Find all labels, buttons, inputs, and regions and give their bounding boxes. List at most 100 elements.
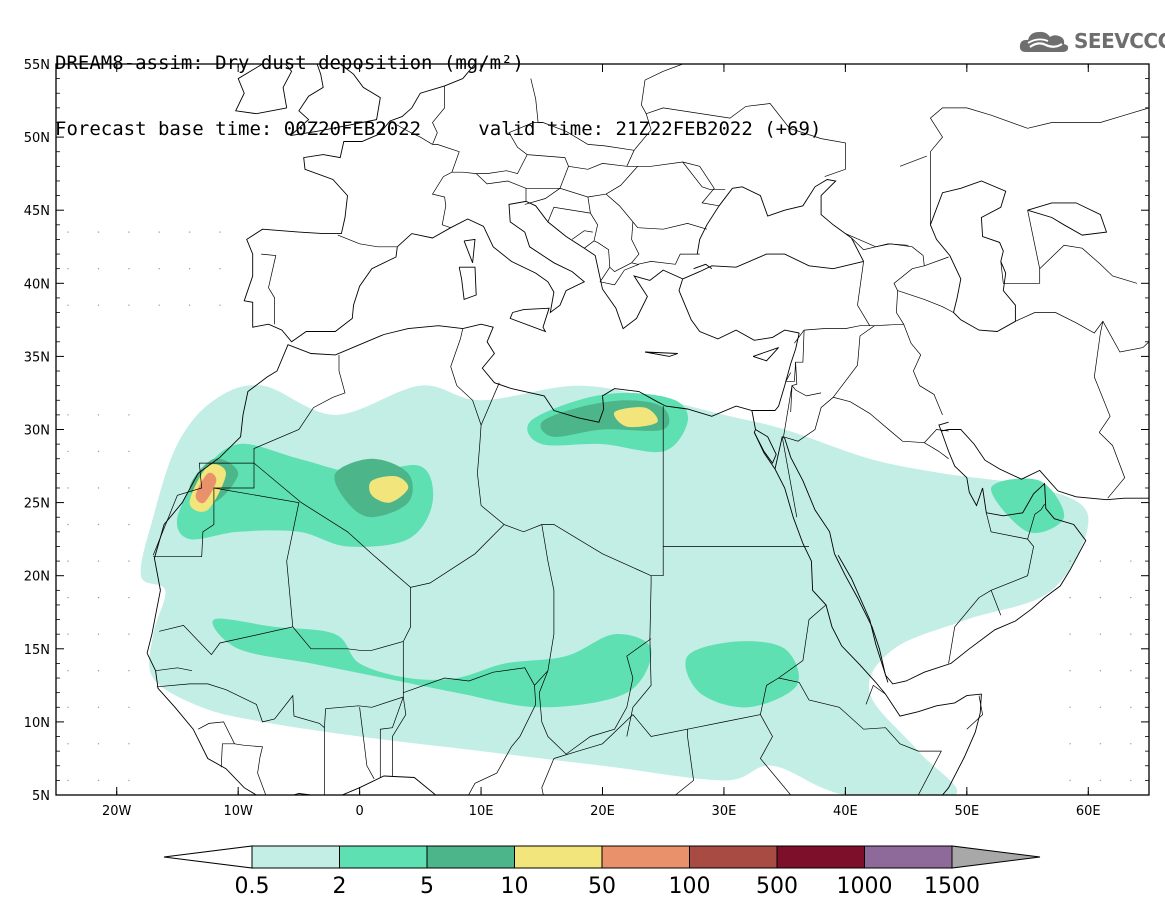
- grid-dot: [128, 523, 130, 526]
- grid-dot: [128, 268, 130, 270]
- deposition-area-0: [140, 385, 1089, 795]
- colorbar-label: 0.5: [235, 874, 270, 899]
- grid-dot: [97, 779, 100, 782]
- border-segment: [778, 677, 942, 795]
- grid-dot: [128, 779, 130, 782]
- grid-dot: [1130, 560, 1132, 562]
- grid-dot: [128, 596, 130, 599]
- border-segment: [541, 758, 555, 795]
- lon-tick-label: 30E: [712, 804, 737, 819]
- border-segment: [791, 330, 822, 397]
- grid-dot: [219, 231, 221, 233]
- border-segment: [159, 487, 300, 656]
- colorbar-label: 1500: [924, 874, 980, 899]
- border-segment: [785, 362, 796, 382]
- grid-dot: [1069, 779, 1071, 782]
- deposition-area-4: [685, 641, 799, 708]
- border-segment: [403, 667, 537, 795]
- coastline-segment: [290, 64, 324, 136]
- grid-dot: [1130, 706, 1132, 708]
- grid-dot: [128, 560, 130, 562]
- colorbar-label: 1000: [837, 874, 893, 899]
- coastline-segment: [678, 253, 864, 341]
- coastline-segment: [693, 263, 713, 270]
- border-segment: [379, 696, 404, 778]
- colorbar-label: 500: [756, 874, 798, 899]
- coastline-segment: [462, 64, 476, 79]
- grid-dot: [97, 304, 100, 306]
- coastline-segment: [1027, 202, 1108, 236]
- grid-dot: [97, 523, 100, 526]
- coastline-segment: [753, 429, 777, 465]
- base-time: Forecast base time: 00Z20FEB2022: [55, 118, 422, 140]
- grid-dot: [97, 414, 100, 416]
- border-segment: [389, 120, 433, 145]
- grid-dot: [67, 268, 69, 270]
- grid-dot: [158, 268, 160, 270]
- coastline-segment: [463, 238, 476, 263]
- coastline-segment: [696, 179, 864, 262]
- border-segment: [508, 122, 627, 170]
- coastline-segment: [243, 78, 683, 343]
- border-segment: [475, 166, 569, 189]
- grid-dot: [1099, 779, 1102, 782]
- grid-dot: [97, 743, 100, 745]
- grid-dot: [128, 670, 130, 672]
- border-segment: [587, 166, 638, 198]
- grid-dot: [128, 743, 130, 745]
- grid-dot: [128, 231, 130, 233]
- logo-text: SEEVCCC: [1074, 29, 1165, 53]
- border-segment: [530, 78, 635, 151]
- border-segment: [261, 253, 277, 325]
- grid-dot: [1130, 596, 1132, 599]
- colorbar-high-arrow: [951, 845, 1041, 869]
- colorbar-box: [776, 845, 865, 869]
- deposition-area-3: [212, 618, 652, 708]
- grid-dot: [219, 268, 221, 270]
- lat-tick-label: 25N: [24, 497, 50, 512]
- border-segment: [392, 696, 407, 776]
- grid-dot: [128, 706, 130, 708]
- border-segment: [359, 707, 375, 780]
- border-segment: [759, 714, 791, 795]
- coastline-segment: [235, 64, 293, 115]
- border-segment: [1093, 321, 1111, 433]
- deposition-area-12: [195, 472, 217, 504]
- coastline-segment: [751, 410, 982, 795]
- grid-dot: [219, 304, 221, 306]
- border-segment: [1039, 244, 1138, 284]
- grid-dot: [97, 268, 100, 270]
- grid-dot: [97, 231, 100, 233]
- border-segment: [538, 638, 652, 755]
- colorbar-label: 100: [669, 874, 711, 899]
- border-segment: [687, 604, 827, 730]
- coastline-segment: [146, 323, 800, 654]
- border-segment: [651, 546, 809, 577]
- border-segment: [524, 187, 598, 249]
- border-segment: [929, 107, 1149, 225]
- border-segment: [547, 206, 591, 223]
- border-segment: [893, 256, 949, 325]
- grid-dot: [1130, 743, 1132, 745]
- border-segment: [253, 354, 346, 464]
- colorbar-label: 50: [588, 874, 616, 899]
- border-segment: [781, 436, 798, 518]
- grid-dot: [97, 670, 100, 672]
- grid-dot: [97, 633, 100, 635]
- grid-dot: [1099, 560, 1102, 562]
- colorbar-label: 2: [333, 874, 347, 899]
- grid-dot: [158, 231, 160, 233]
- grid-dot: [188, 268, 191, 270]
- grid-dot: [97, 596, 100, 599]
- lon-tick-label: 50E: [954, 804, 979, 819]
- grid-dot: [67, 523, 69, 526]
- border-segment: [948, 512, 1034, 664]
- border-segment: [990, 590, 1002, 616]
- border-segment: [857, 261, 871, 326]
- colorbar-label: 5: [420, 874, 434, 899]
- lat-tick-label: 55N: [24, 58, 50, 73]
- lat-tick-label: 5N: [32, 789, 50, 804]
- border-segment: [966, 695, 983, 730]
- lat-tick-label: 30N: [24, 424, 50, 439]
